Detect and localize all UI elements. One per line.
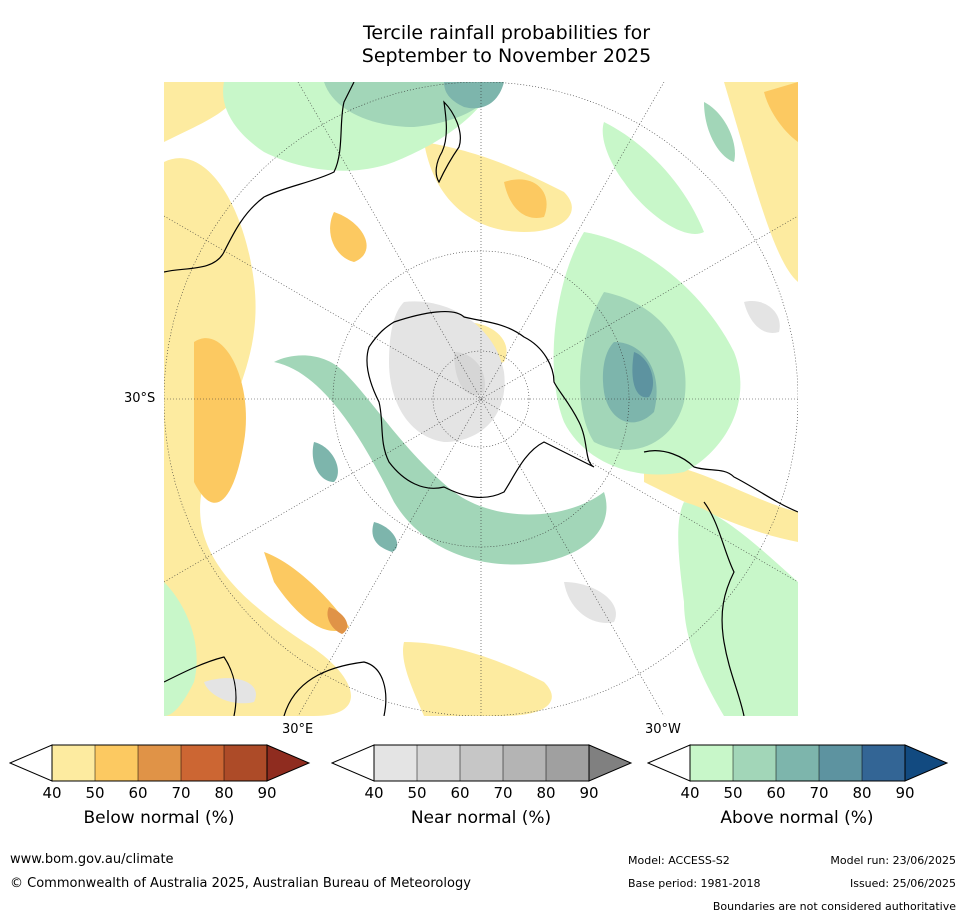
map-svg	[164, 82, 798, 716]
tick-50: 50	[723, 784, 743, 802]
title-line-2: September to November 2025	[361, 45, 652, 67]
meridian-label-30e: 30°E	[282, 722, 314, 737]
near-normal-regions	[204, 301, 780, 704]
tick-90: 90	[257, 784, 277, 802]
colorbar-above-label: Above normal (%)	[720, 808, 874, 828]
colorbar-near-svg	[330, 744, 633, 782]
tick-80: 80	[214, 784, 234, 802]
above-normal-regions	[164, 82, 798, 716]
tick-60: 60	[450, 784, 470, 802]
boundaries-disclaimer: Boundaries are not considered authoritat…	[712, 900, 956, 913]
colorbar-below-svg	[8, 744, 311, 782]
colorbar-below-label: Below normal (%)	[83, 808, 235, 828]
tick-50: 50	[85, 784, 105, 802]
south-america-coast	[643, 450, 798, 716]
model-name: Model: ACCESS-S2	[628, 854, 730, 867]
colorbar-above-svg	[646, 744, 949, 782]
antarctica-coast	[366, 311, 595, 498]
tick-70: 70	[493, 784, 513, 802]
tick-50: 50	[407, 784, 427, 802]
below-normal-regions	[164, 82, 798, 716]
tick-40: 40	[680, 784, 700, 802]
base-period: Base period: 1981-2018	[628, 877, 761, 890]
tick-40: 40	[42, 784, 62, 802]
tick-90: 90	[579, 784, 599, 802]
new-zealand-coast	[435, 100, 461, 184]
tick-60: 60	[128, 784, 148, 802]
copyright-text: © Commonwealth of Australia 2025, Austra…	[10, 876, 471, 891]
website-link[interactable]: www.bom.gov.au/climate	[10, 852, 174, 867]
tick-80: 80	[852, 784, 872, 802]
colorbar-near-label: Near normal (%)	[410, 808, 552, 828]
colorbar-above-normal: 40 50 60 70 80 90 Above normal (%)	[646, 744, 949, 828]
issued-date: Issued: 25/06/2025	[849, 877, 956, 890]
polar-map	[164, 82, 798, 716]
coastlines	[164, 82, 798, 716]
tick-90: 90	[895, 784, 915, 802]
tick-40: 40	[364, 784, 384, 802]
australia-coast	[164, 82, 355, 273]
map-title: Tercile rainfall probabilities for Septe…	[0, 22, 965, 68]
colorbar-below-normal: 40 50 60 70 80 90 Below normal (%)	[8, 744, 311, 828]
latitude-label-30s: 30°S	[124, 391, 156, 406]
africa-coast	[164, 656, 387, 716]
tick-60: 60	[766, 784, 786, 802]
meridian-label-30w: 30°W	[645, 722, 681, 737]
colorbar-near-normal: 40 50 60 70 80 90 Near normal (%)	[330, 744, 633, 828]
tick-70: 70	[171, 784, 191, 802]
model-run-date: Model run: 23/06/2025	[830, 854, 956, 867]
tick-80: 80	[536, 784, 556, 802]
tick-70: 70	[809, 784, 829, 802]
graticule	[164, 82, 798, 716]
title-line-1: Tercile rainfall probabilities for	[362, 22, 651, 44]
